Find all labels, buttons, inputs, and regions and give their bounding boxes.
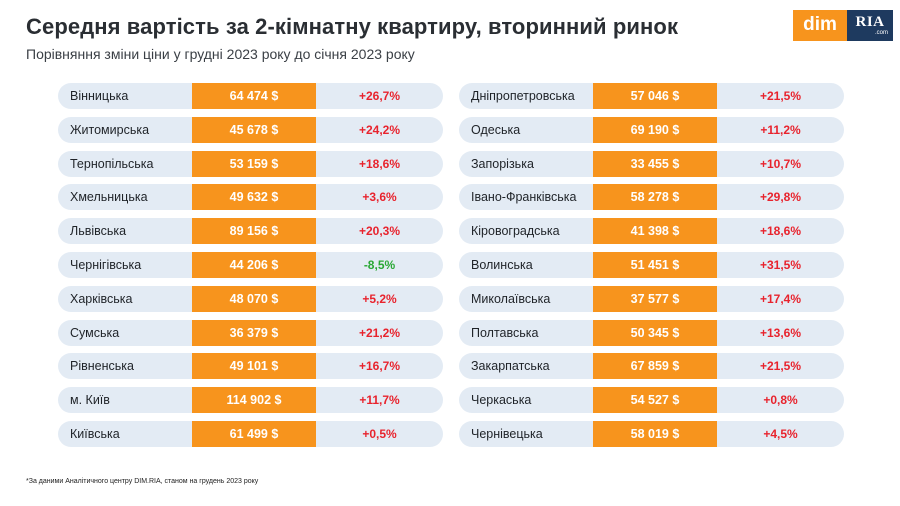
region-name: Полтавська (471, 325, 539, 340)
region-name: Миколаївська (471, 291, 551, 306)
region-name: Хмельницька (70, 190, 148, 205)
table-row: Полтавська 50 345 $ +13,6% (459, 319, 844, 346)
price-change: +16,7% (358, 359, 401, 374)
price-change: +0,5% (362, 426, 397, 441)
price-change: +21,5% (759, 359, 802, 374)
table-row: Дніпропетровська 57 046 $ +21,5% (459, 83, 844, 109)
price-change: +21,5% (759, 89, 802, 103)
average-price: 48 070 $ (192, 285, 316, 312)
table-row: Тернопільська 53 159 $ +18,6% (58, 150, 443, 177)
table-row: Івано-Франківська 58 278 $ +29,8% (459, 184, 844, 211)
region-name: Одеська (471, 122, 521, 137)
price-change: +10,7% (759, 156, 802, 171)
table-row: Житомирська 45 678 $ +24,2% (58, 116, 443, 143)
average-price: 49 632 $ (192, 184, 316, 211)
price-change: +5,2% (362, 291, 397, 306)
region-name: Закарпатська (471, 359, 550, 374)
price-change: +21,2% (358, 325, 401, 340)
average-price: 67 859 $ (593, 353, 717, 380)
average-price: 49 101 $ (192, 353, 316, 380)
table-row: м. Київ 114 902 $ +11,7% (58, 387, 443, 414)
price-change: +4,5% (763, 426, 798, 441)
region-name: Житомирська (70, 122, 150, 137)
price-change: +20,3% (358, 224, 401, 239)
average-price: 64 474 $ (192, 83, 316, 109)
average-price: 53 159 $ (192, 150, 316, 177)
average-price: 41 398 $ (593, 218, 717, 245)
price-change: +29,8% (759, 190, 802, 205)
table-row: Одеська 69 190 $ +11,2% (459, 116, 844, 143)
table-row: Закарпатська 67 859 $ +21,5% (459, 353, 844, 380)
dim-ria-logo: dim RIA .com (793, 10, 893, 41)
price-change: +3,6% (362, 190, 397, 205)
average-price: 44 206 $ (192, 251, 316, 278)
price-change: +31,5% (759, 257, 802, 272)
table-row: Черкаська 54 527 $ +0,8% (459, 387, 844, 414)
logo-ria-text: RIA (855, 13, 885, 30)
right-column: Дніпропетровська 57 046 $ +21,5% Одеська 69 … (459, 83, 844, 455)
region-name: Черкаська (471, 393, 532, 408)
average-price: 58 019 $ (593, 420, 717, 447)
region-name: Сумська (70, 325, 120, 340)
average-price: 69 190 $ (593, 116, 717, 143)
table-row: Миколаївська 37 577 $ +17,4% (459, 285, 844, 312)
region-name: Рівненська (70, 359, 134, 374)
price-change: +17,4% (759, 291, 802, 306)
region-name: м. Київ (70, 393, 110, 408)
logo-ria: RIA .com (847, 10, 893, 41)
region-name: Тернопільська (70, 156, 154, 171)
average-price: 58 278 $ (593, 184, 717, 211)
table-row: Київська 61 499 $ +0,5% (58, 420, 443, 447)
table-row: Волинська 51 451 $ +31,5% (459, 251, 844, 278)
region-name: Чернігівська (70, 257, 142, 272)
table-row: Рівненська 49 101 $ +16,7% (58, 353, 443, 380)
price-change: +11,2% (760, 122, 801, 137)
price-change: +11,7% (359, 393, 400, 408)
average-price: 54 527 $ (593, 387, 717, 414)
table-row: Харківська 48 070 $ +5,2% (58, 285, 443, 312)
page-title: Середня вартість за 2-кімнатну квартиру,… (26, 14, 679, 39)
logo-com-text: .com (874, 29, 888, 36)
average-price: 50 345 $ (593, 319, 717, 346)
price-change: +18,6% (759, 224, 802, 239)
price-change: +26,7% (358, 89, 401, 103)
average-price: 36 379 $ (192, 319, 316, 346)
average-price: 45 678 $ (192, 116, 316, 143)
table-row: Кіровоградська 41 398 $ +18,6% (459, 218, 844, 245)
average-price: 33 455 $ (593, 150, 717, 177)
region-name: Чернівецька (471, 426, 543, 441)
page-subtitle: Порівняння зміни ціни у грудні 2023 року… (26, 46, 415, 62)
average-price: 57 046 $ (593, 83, 717, 109)
region-name: Львівська (70, 224, 127, 239)
table-row: Запорізька 33 455 $ +10,7% (459, 150, 844, 177)
average-price: 61 499 $ (192, 420, 316, 447)
average-price: 37 577 $ (593, 285, 717, 312)
table-row: Сумська 36 379 $ +21,2% (58, 319, 443, 346)
region-name: Івано-Франківська (471, 190, 577, 205)
region-name: Київська (70, 426, 120, 441)
average-price: 89 156 $ (192, 218, 316, 245)
average-price: 51 451 $ (593, 251, 717, 278)
average-price: 114 902 $ (192, 387, 316, 414)
price-change: +13,6% (759, 325, 802, 340)
region-name: Харківська (70, 291, 133, 306)
region-name: Волинська (471, 257, 533, 272)
price-change: +18,6% (358, 156, 401, 171)
price-change: +0,8% (763, 393, 798, 408)
table-row: Чернівецька 58 019 $ +4,5% (459, 420, 844, 447)
region-name: Запорізька (471, 156, 534, 171)
table-row: Чернігівська 44 206 $ -8,5% (58, 251, 443, 278)
logo-dim: dim (793, 10, 847, 41)
left-column: Вінницька 64 474 $ +26,7% Житомирська 45 678… (58, 83, 443, 455)
table-row: Хмельницька 49 632 $ +3,6% (58, 184, 443, 211)
price-change: +24,2% (358, 122, 401, 137)
region-name: Вінницька (70, 89, 129, 103)
price-change: -8,5% (363, 257, 396, 272)
table-row: Вінницька 64 474 $ +26,7% (58, 83, 443, 109)
footnote: *За даними Аналітичного центру DIM.RIA, … (26, 478, 259, 485)
region-name: Дніпропетровська (471, 89, 575, 103)
table-row: Львівська 89 156 $ +20,3% (58, 218, 443, 245)
region-name: Кіровоградська (471, 224, 560, 239)
